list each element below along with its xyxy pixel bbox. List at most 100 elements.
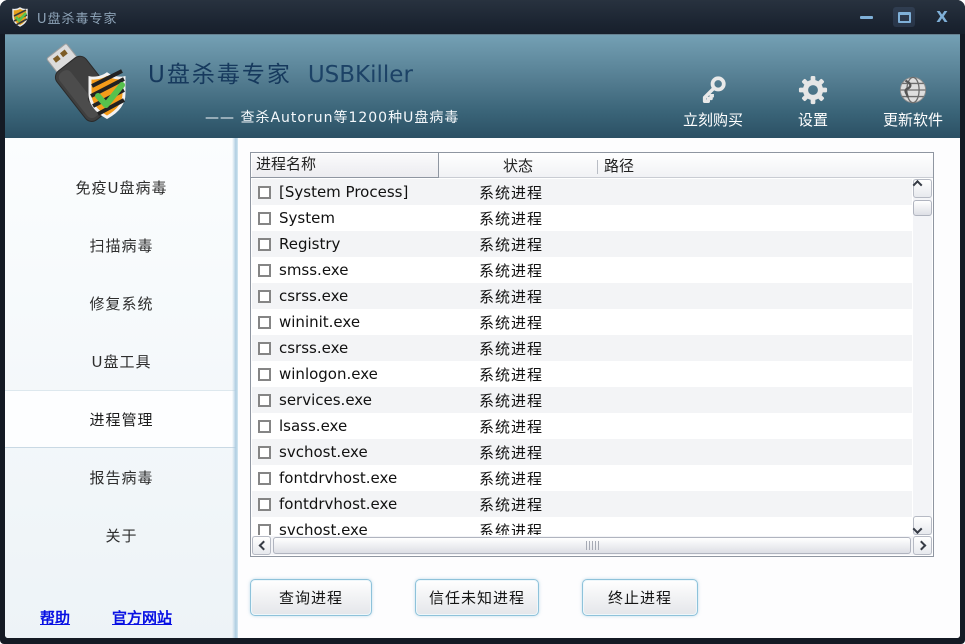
sidebar-item-label: 报告病毒 [89,468,154,487]
key-icon [702,76,726,103]
help-link[interactable]: 帮助 [40,609,71,627]
horizontal-scroll-thumb[interactable] [273,537,911,554]
table-row[interactable]: fontdrvhost.exe 系统进程 [252,465,912,491]
table-row[interactable]: svchost.exe 系统进程 [252,517,912,535]
table-row[interactable]: services.exe 系统进程 [252,387,912,413]
column-header-path[interactable]: 路径 [597,155,933,176]
table-row[interactable]: svchost.exe 系统进程 [252,439,912,465]
row-checkbox[interactable] [258,445,271,459]
row-checkbox[interactable] [258,315,271,329]
sidebar-item-label: 进程管理 [89,410,154,429]
sidebar-item[interactable]: U盘工具 [5,332,238,390]
sidebar-item[interactable]: 关于 [5,506,238,564]
settings-button[interactable]: 设置 [782,75,844,130]
sidebar-item[interactable]: 进程管理 [5,390,238,448]
column-header-process-name[interactable]: 进程名称 [251,152,439,178]
table-row[interactable]: fontdrvhost.exe 系统进程 [252,491,912,517]
row-checkbox[interactable] [258,419,271,433]
process-name-cell: svchost.exe [279,443,368,461]
process-name-cell: csrss.exe [279,287,349,305]
header-banner: U盘杀毒专家 USBKiller —— 查杀Autorun等1200种U盘病毒 … [5,34,960,138]
action-button-row: 查询进程 信任未知进程 终止进程 [250,579,698,616]
process-status-cell: 系统进程 [478,209,543,228]
column-header-status[interactable]: 状态 [502,156,533,175]
main-area: 免疫U盘病毒 扫描病毒 修复系统 U盘工具 进程管理 报告病毒 关于 帮助 官方… [5,138,960,638]
table-row[interactable]: [System Process] 系统进程 [252,179,912,205]
horizontal-scrollbar[interactable] [252,536,932,555]
process-name-cell: [System Process] [279,183,409,201]
app-shield-icon [12,7,28,27]
sidebar-item[interactable]: 报告病毒 [5,448,238,506]
process-table: 进程名称 状态 路径 [System Process] 系统进程 System … [250,152,934,557]
close-button[interactable]: X [931,7,953,27]
row-checkbox[interactable] [258,185,271,199]
table-row[interactable]: csrss.exe 系统进程 [252,283,912,309]
chevron-left-icon [258,540,268,551]
sidebar-item-label: 关于 [105,526,138,545]
table-row[interactable]: System 系统进程 [252,205,912,231]
table-row[interactable]: Registry 系统进程 [252,231,912,257]
row-checkbox[interactable] [258,497,271,511]
titlebar: U盘杀毒专家 X [0,0,965,34]
update-software-label: 更新软件 [882,111,943,129]
table-row[interactable]: winlogon.exe 系统进程 [252,361,912,387]
process-status-cell: 系统进程 [478,313,543,332]
row-checkbox[interactable] [258,341,271,355]
query-process-button[interactable]: 查询进程 [250,579,372,616]
row-checkbox[interactable] [258,393,271,407]
table-row[interactable]: wininit.exe 系统进程 [252,309,912,335]
scroll-up-button[interactable] [912,179,932,198]
app-name-cn: U盘杀毒专家 [148,62,292,88]
table-body: [System Process] 系统进程 System 系统进程 Regist… [252,179,912,535]
table-row[interactable]: lsass.exe 系统进程 [252,413,912,439]
process-status-cell: 系统进程 [478,365,543,384]
row-checkbox[interactable] [258,289,271,303]
process-status-cell: 系统进程 [478,287,543,306]
scroll-right-button[interactable] [913,536,932,555]
process-name-cell: System [279,209,335,227]
terminate-process-button[interactable]: 终止进程 [582,579,698,616]
process-status-cell: 系统进程 [478,391,543,410]
process-status-cell: 系统进程 [478,417,543,436]
maximize-icon [897,11,911,23]
process-status-cell: 系统进程 [478,469,543,488]
sidebar-nav: 免疫U盘病毒 扫描病毒 修复系统 U盘工具 进程管理 报告病毒 关于 [5,138,238,564]
row-checkbox[interactable] [258,211,271,225]
process-name-cell: lsass.exe [279,417,348,435]
process-status-cell: 系统进程 [478,235,543,254]
maximize-button[interactable] [893,7,915,27]
vertical-scrollbar[interactable] [912,179,932,535]
scroll-left-button[interactable] [252,536,271,555]
row-checkbox[interactable] [258,367,271,381]
minimize-button[interactable] [855,7,877,27]
row-checkbox[interactable] [258,237,271,251]
process-name-cell: csrss.exe [279,339,349,357]
row-checkbox[interactable] [258,523,271,535]
update-software-button[interactable]: 更新软件 [882,75,944,130]
sidebar-item[interactable]: 修复系统 [5,274,238,332]
sidebar-item[interactable]: 扫描病毒 [5,216,238,274]
buy-now-button[interactable]: 立刻购买 [682,75,744,130]
table-row[interactable]: csrss.exe 系统进程 [252,335,912,361]
window-title: U盘杀毒专家 [37,11,118,27]
chevron-up-icon [912,179,923,190]
app-name-en: USBKiller [307,62,413,88]
table-row[interactable]: smss.exe 系统进程 [252,257,912,283]
process-status-cell: 系统进程 [478,339,543,358]
official-site-link[interactable]: 官方网站 [112,609,173,627]
process-status-cell: 系统进程 [478,261,543,280]
scroll-down-button[interactable] [912,516,932,535]
buy-now-label: 立刻购买 [682,111,743,129]
process-name-cell: fontdrvhost.exe [279,469,398,487]
thumb-grip-icon [585,541,599,550]
sidebar-item[interactable]: 免疫U盘病毒 [5,158,238,216]
row-checkbox[interactable] [258,263,271,277]
vertical-scroll-thumb[interactable] [913,200,932,216]
gear-icon [798,75,828,105]
row-checkbox[interactable] [258,471,271,485]
sidebar-links: 帮助 官方网站 [40,607,172,628]
usbkiller-logo [46,43,126,122]
trust-unknown-process-button[interactable]: 信任未知进程 [415,579,539,616]
globe-icon [899,76,927,104]
